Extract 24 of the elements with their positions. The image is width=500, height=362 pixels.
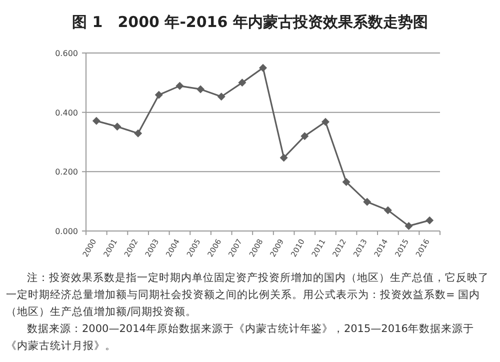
point <box>154 90 163 99</box>
point <box>300 132 309 140</box>
point <box>384 206 392 214</box>
point <box>196 85 205 94</box>
y-tick-label: 0.400 <box>55 108 78 118</box>
chart-title: 图 1 2000 年-2016 年内蒙古投资效果系数走势图 <box>72 13 428 31</box>
point <box>426 216 434 224</box>
point <box>404 222 413 230</box>
point <box>259 64 267 72</box>
y-tick-label: 0.200 <box>55 168 78 177</box>
source-note: 数据来源：2000—2014年原始数据来源于《内蒙古统计年鉴》，2015—2016年数据来源于《内蒙古统计月报》。 <box>6 322 475 354</box>
point <box>176 82 184 90</box>
point <box>363 198 372 206</box>
text: 注：投资效果系数是指一定时期内单位固定资产投资所增加的国内（地区）生产总值，它反映了一定时期经济总量增加额与同期社会投资额之间的比例关系。用公式表示为：投资效益系数= 国内（地区）生产总值增加额/同期投资额。 <box>6 271 490 320</box>
point <box>113 122 122 131</box>
point <box>321 118 330 126</box>
point <box>92 116 100 125</box>
point <box>217 92 226 101</box>
point <box>342 178 350 186</box>
point <box>134 129 142 138</box>
point <box>238 78 246 87</box>
y-tick-label: 0.600 <box>55 49 78 58</box>
point <box>280 154 288 162</box>
y-tick-label: 0.000 <box>55 227 78 236</box>
